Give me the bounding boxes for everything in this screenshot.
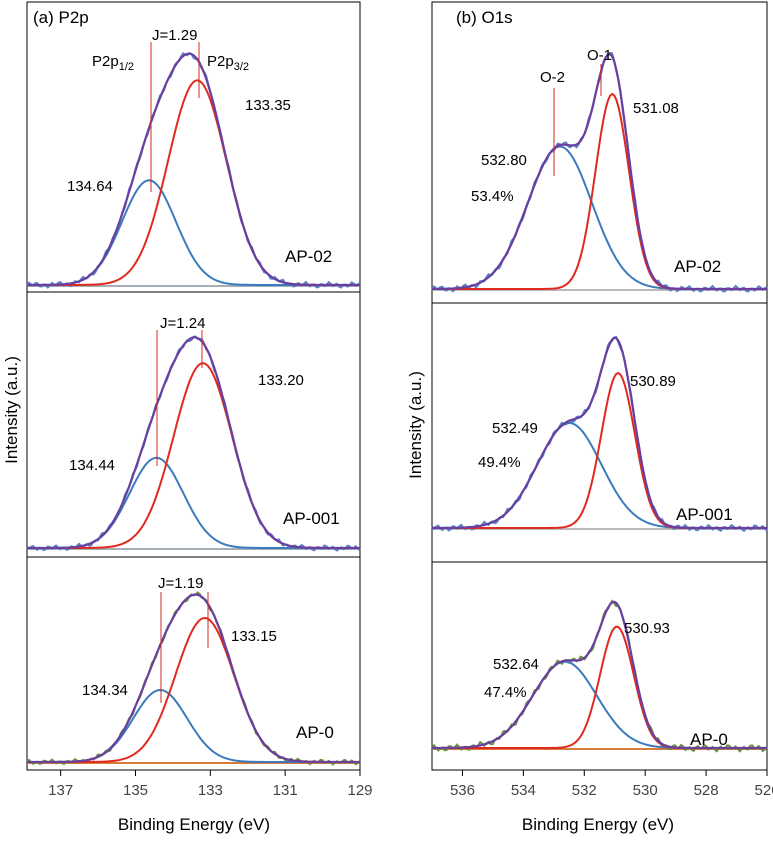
o1s-panel-1-envelope [431, 52, 767, 291]
o1s-p3-peak-red-label: 530.93 [624, 620, 670, 637]
p2p-panel-3-envelope [27, 593, 360, 764]
o1s-p2-peak-blue-label: 532.49 [492, 420, 538, 437]
p2p-p2-j-label: J=1.24 [160, 315, 205, 332]
o1s-p1-o2-label: O-2 [540, 69, 565, 86]
o1s-panel-1-raw-data [431, 51, 768, 293]
p2p-p2-peak-red-label: 133.20 [258, 372, 304, 389]
p2p-panel-2-envelope [27, 336, 360, 550]
o1s-p3-sample-label: AP-0 [690, 730, 728, 749]
p2p-p1-sample-label: AP-02 [285, 247, 332, 266]
o1s-xtick-label-532: 532 [572, 782, 597, 799]
o1s-x-axis: 536 534 532 530 528 526 [450, 770, 773, 799]
p2p-p1-peak-red-label: 133.35 [245, 97, 291, 114]
o1s-panel-3-envelope [432, 600, 767, 750]
o1s-xtick-label-526: 526 [754, 782, 773, 799]
p2p-p3-peak-blue-label: 134.34 [82, 682, 128, 699]
p2p-p2-sample-label: AP-001 [283, 509, 340, 528]
o1s-p1-pct-label: 53.4% [471, 188, 514, 205]
o1s-p3-peak-blue-label: 532.64 [493, 656, 539, 673]
p2p-panel-1-peak-134.64 [27, 179, 360, 286]
o1s-p2-sample-label: AP-001 [676, 505, 733, 524]
p2p-frame [26, 1, 361, 771]
p2p-xtick-label-137: 137 [48, 782, 73, 799]
p2p-title: (a) P2p [33, 8, 89, 27]
o1s-p1-peak-red-label: 531.08 [633, 100, 679, 117]
p2p-p1-j-label: J=1.29 [152, 27, 197, 44]
p2p-p1-p12-label: P2p1/2 [92, 53, 134, 73]
o1s-panel-2-annotations: 530.89 532.49 49.4% AP-001 [478, 373, 733, 524]
o1s-p1-sample-label: AP-02 [674, 257, 721, 276]
chart-o1s: (b) O1s O-2 O-1 531.08 532.80 53.4% AP-0… [431, 1, 773, 799]
p2p-x-axis: 137 135 133 131 129 [48, 770, 373, 799]
o1s-p2-pct-label: 49.4% [478, 454, 521, 471]
p2p-p1-peak-blue-label: 134.64 [67, 178, 113, 195]
p2p-xtick-label-135: 135 [123, 782, 148, 799]
p2p-p3-peak-red-label: 133.15 [231, 628, 277, 645]
o1s-p2-peak-red-label: 530.89 [630, 373, 676, 390]
p2p-xtick-label-131: 131 [273, 782, 298, 799]
p2p-xtick-label-133: 133 [198, 782, 223, 799]
p2p-p3-sample-label: AP-0 [296, 723, 334, 742]
o1s-xtick-label-534: 534 [511, 782, 536, 799]
o1s-p1-peak-blue-label: 532.80 [481, 152, 527, 169]
p2p-x-axis-label: Binding Energy (eV) [118, 815, 270, 834]
o1s-p3-pct-label: 47.4% [484, 684, 527, 701]
p2p-panel-3-annotations: J=1.19 133.15 134.34 AP-0 [82, 575, 334, 742]
o1s-panel-2-raw-data [431, 335, 768, 533]
o1s-panel-3-annotations: 530.93 532.64 47.4% AP-0 [484, 620, 728, 749]
o1s-xtick-label-528: 528 [694, 782, 719, 799]
p2p-p1-p32-label: P2p3/2 [207, 53, 249, 73]
o1s-panel-1-annotations: O-2 O-1 531.08 532.80 53.4% AP-02 [471, 47, 721, 276]
o1s-p1-o1-label: O-1 [587, 47, 612, 64]
o1s-curves [431, 51, 768, 753]
o1s-panel-2-envelope [432, 336, 767, 530]
p2p-panel-1-annotations: J=1.29 P2p1/2 P2p3/2 133.35 134.64 AP-02 [67, 27, 332, 266]
o1s-title: (b) O1s [456, 8, 513, 27]
p2p-y-axis-label: Intensity (a.u.) [2, 356, 21, 464]
o1s-xtick-label-530: 530 [633, 782, 658, 799]
p2p-xtick-label-129: 129 [347, 782, 372, 799]
p2p-p3-j-label: J=1.19 [158, 575, 203, 592]
chart-p2p: (a) P2p J=1.29 P2p1/2 P2p3/2 133.35 134.… [26, 1, 373, 799]
o1s-y-axis-label: Intensity (a.u.) [406, 371, 425, 479]
p2p-curves [26, 51, 361, 766]
p2p-panel-1-raw-data [26, 51, 361, 289]
p2p-p2-peak-blue-label: 134.44 [69, 457, 115, 474]
o1s-frame [431, 1, 768, 771]
p2p-panel-1-envelope [27, 52, 360, 287]
p2p-panel-2-annotations: J=1.24 133.20 134.44 AP-001 [69, 315, 340, 528]
o1s-xtick-label-536: 536 [450, 782, 475, 799]
o1s-x-axis-label: Binding Energy (eV) [522, 815, 674, 834]
